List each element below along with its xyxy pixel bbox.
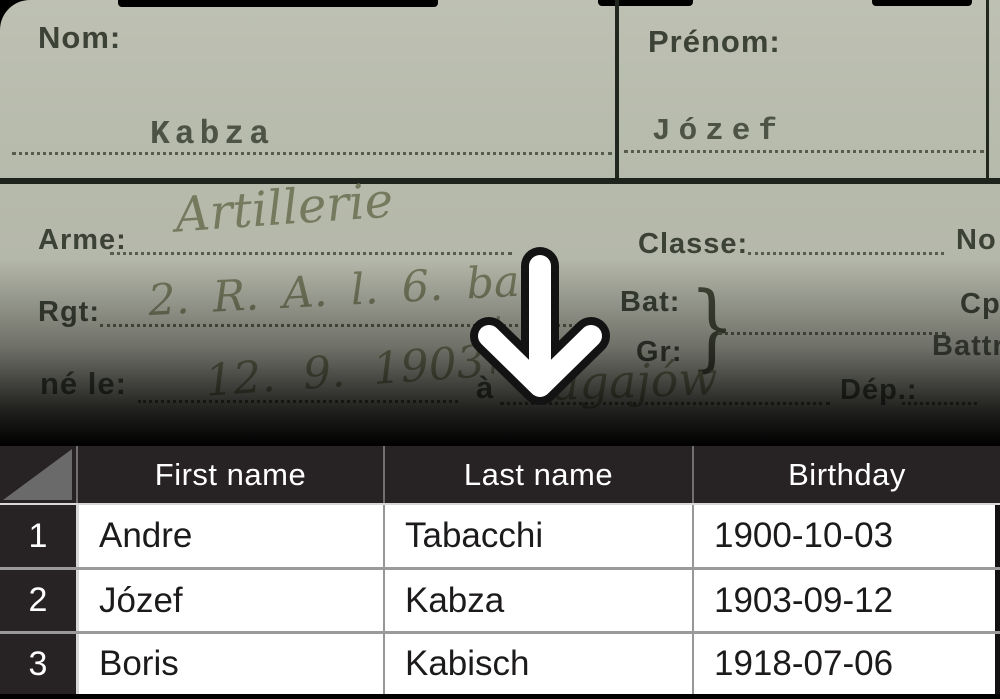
col-header-first-name: First name — [76, 446, 383, 503]
down-arrow-icon — [470, 247, 610, 405]
col-header-last-name: Last name — [383, 446, 692, 503]
cell-birthday: 1903-09-12 — [692, 570, 1000, 631]
battr-label-cutoff: Battr — [932, 330, 1000, 362]
table-header-row: First name Last name Birthday — [0, 446, 1000, 503]
column-divider-line — [615, 0, 619, 183]
dotted-line — [748, 252, 944, 255]
right-edge-line — [986, 0, 989, 183]
cell-birthday: 1918-07-06 — [692, 634, 1000, 694]
cell-first-name: Boris — [76, 634, 383, 694]
classe-label: Classe: — [638, 228, 749, 260]
cell-first-name: Józef — [76, 570, 383, 631]
cp-label-cutoff: Cp — [960, 288, 1000, 320]
torn-edge — [598, 0, 693, 6]
table-row: 3 Boris Kabisch 1918-07-06 — [0, 631, 1000, 694]
corner-cell — [0, 446, 76, 503]
section-divider-rule — [0, 178, 1000, 184]
dotted-line — [902, 402, 977, 405]
cell-birthday: 1900-10-03 — [692, 505, 1000, 567]
row-number: 2 — [0, 570, 76, 631]
cell-first-name: Andre — [76, 505, 383, 567]
cell-last-name: Tabacchi — [383, 505, 692, 567]
prenom-value: Józef — [652, 114, 786, 149]
dotted-line — [138, 400, 458, 403]
table-row: 1 Andre Tabacchi 1900-10-03 — [0, 503, 1000, 567]
dotted-line — [12, 152, 612, 155]
cell-last-name: Kabisch — [383, 634, 692, 694]
nom-label: Nom: — [38, 20, 122, 55]
extracted-data-table: First name Last name Birthday 1 Andre Ta… — [0, 446, 1000, 694]
corner-triangle-icon — [3, 449, 72, 500]
table-row: 2 Józef Kabza 1903-09-12 — [0, 567, 1000, 631]
ne-le-label: né le: — [40, 366, 127, 401]
dotted-line — [718, 332, 946, 335]
torn-edge — [118, 0, 438, 7]
torn-edge — [872, 0, 972, 6]
bat-label: Bat: — [620, 286, 681, 318]
row-number: 1 — [0, 505, 76, 567]
row-number: 3 — [0, 634, 76, 694]
cell-last-name: Kabza — [383, 570, 692, 631]
prenom-label: Prénom: — [648, 24, 781, 59]
nom-value: Kabza — [150, 116, 275, 153]
col-header-birthday: Birthday — [692, 446, 1000, 503]
dotted-line — [110, 252, 512, 255]
numero-label-cutoff: No — [956, 224, 997, 256]
dotted-line — [624, 150, 984, 153]
rgt-label: Rgt: — [38, 296, 100, 328]
